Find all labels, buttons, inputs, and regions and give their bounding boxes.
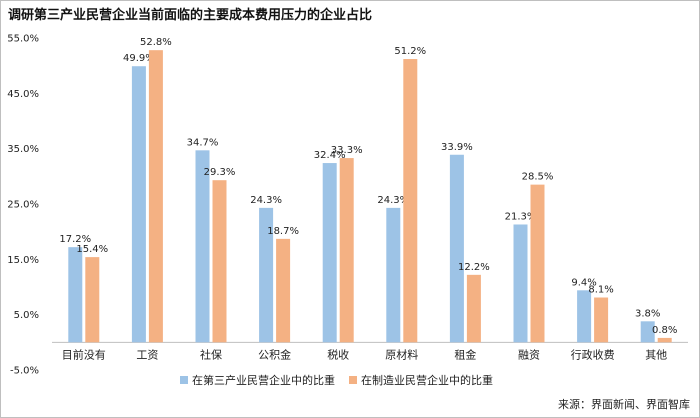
bar-manufacturing xyxy=(339,158,354,343)
bar-tertiary xyxy=(322,163,337,343)
legend-swatch xyxy=(349,376,357,384)
bar-tertiary xyxy=(68,247,83,343)
x-tick-label: 税收 xyxy=(327,347,349,361)
data-label: 24.3% xyxy=(250,195,282,206)
data-label: 17.2% xyxy=(59,234,91,245)
data-label: 34.7% xyxy=(187,137,219,148)
x-tick-label: 原材料 xyxy=(385,347,418,361)
legend-swatch xyxy=(180,376,188,384)
data-label: 49.9% xyxy=(123,53,155,64)
bar-manufacturing xyxy=(403,59,418,343)
data-label: 33.9% xyxy=(441,142,473,153)
x-tick-label: 社保 xyxy=(200,347,222,361)
y-tick-label: 15.0% xyxy=(7,255,39,266)
bar-manufacturing xyxy=(148,50,163,343)
bar-manufacturing xyxy=(594,297,609,343)
data-label: 52.8% xyxy=(140,37,172,48)
bar-manufacturing xyxy=(657,337,672,343)
data-label: 21.3% xyxy=(505,211,537,222)
data-label: 15.4% xyxy=(76,244,108,255)
x-tick-label: 租金 xyxy=(454,347,476,361)
data-label: 24.3% xyxy=(377,195,409,206)
x-tick-label: 其他 xyxy=(645,348,667,361)
bar-manufacturing xyxy=(276,238,291,343)
source-note: 来源：界面新闻、界面智库 xyxy=(558,398,690,411)
bar-tertiary xyxy=(513,224,528,343)
bar-tertiary xyxy=(386,207,401,343)
bar-tertiary xyxy=(640,321,655,343)
data-label: 12.2% xyxy=(458,262,490,273)
data-label: 8.1% xyxy=(588,285,613,296)
legend-label: 在制造业民营企业中的比重 xyxy=(361,373,493,387)
bar-manufacturing xyxy=(85,257,100,343)
bar-tertiary xyxy=(195,150,210,343)
bar-manufacturing xyxy=(530,184,545,343)
x-tick-label: 融资 xyxy=(518,348,540,361)
legend-label: 在第三产业民营企业中的比重 xyxy=(192,373,335,387)
data-label: 33.3% xyxy=(331,145,363,156)
data-label: 32.4% xyxy=(314,150,346,161)
data-label: 51.2% xyxy=(394,46,426,57)
data-label: 29.3% xyxy=(204,167,236,178)
bar-tertiary xyxy=(259,207,274,343)
data-label: 9.4% xyxy=(571,277,596,288)
bar-manufacturing xyxy=(212,180,227,343)
y-tick-label: -5.0% xyxy=(10,366,39,377)
x-tick-label: 行政收费 xyxy=(571,347,615,361)
y-tick-label: 45.0% xyxy=(7,89,39,100)
bar-tertiary xyxy=(577,290,592,343)
chart-title: 调研第三产业民营企业当前面临的主要成本费用压力的企业占比 xyxy=(8,8,373,23)
x-tick-label: 工资 xyxy=(136,348,158,361)
bar-manufacturing xyxy=(466,274,481,343)
y-tick-label: 5.0% xyxy=(14,310,39,321)
data-label: 28.5% xyxy=(522,172,554,183)
x-tick-label: 目前没有 xyxy=(62,347,106,361)
x-tick-label: 公积金 xyxy=(258,347,291,361)
y-tick-label: 55.0% xyxy=(7,34,39,45)
data-label: 18.7% xyxy=(267,226,299,237)
y-tick-label: 35.0% xyxy=(7,144,39,155)
data-label: 3.8% xyxy=(635,308,660,319)
bar-tertiary xyxy=(131,66,146,343)
y-tick-label: 25.0% xyxy=(7,200,39,211)
bar-tertiary xyxy=(449,154,464,343)
data-label: 0.8% xyxy=(652,325,677,336)
